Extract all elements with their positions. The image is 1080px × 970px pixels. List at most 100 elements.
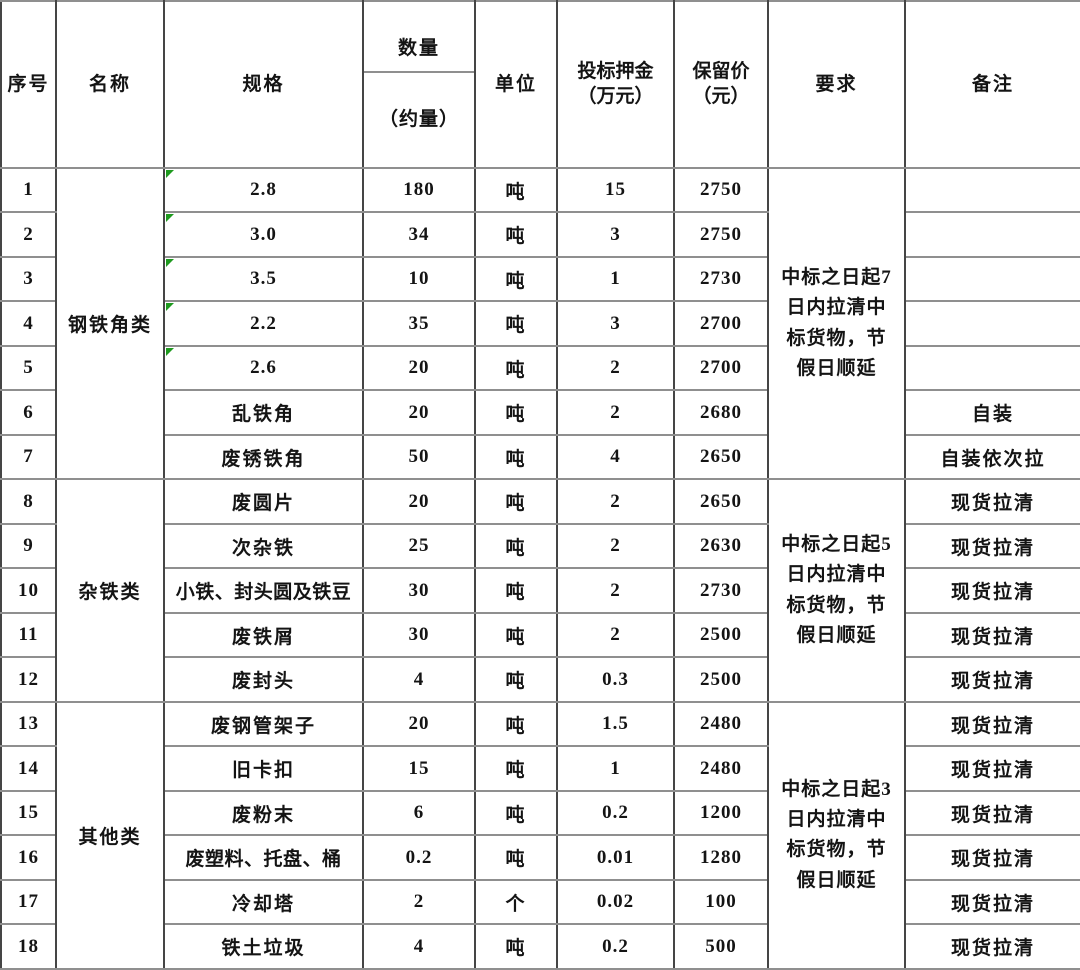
- cell-index: 5: [0, 344, 57, 392]
- comment-marker-icon: [166, 214, 174, 223]
- cell-remark: [904, 300, 1080, 347]
- cell-remark: 现货拉清: [904, 478, 1080, 525]
- cell-category-group1: 钢铁角类: [55, 166, 165, 481]
- cell-unit: 吨: [474, 255, 558, 303]
- cell-remark: 现货拉清: [904, 834, 1080, 881]
- cell-spec: 2.2: [163, 300, 364, 347]
- cell-category-group3: 其他类: [55, 700, 165, 970]
- cell-requirement-group3: 中标之日起3 日内拉清中 标货物，节 假日顺延: [767, 700, 906, 970]
- cell-remark: [904, 255, 1080, 303]
- cell-spec-text: 3.5: [250, 268, 277, 290]
- cell-index: 15: [0, 789, 57, 837]
- cell-unit: 吨: [474, 300, 558, 347]
- cell-requirement-group1: 中标之日起7 日内拉清中 标货物，节 假日顺延: [767, 166, 906, 481]
- cell-quantity: 0.2: [362, 834, 476, 881]
- cell-spec: 旧卡扣: [163, 745, 364, 792]
- cell-spec-text: 2.2: [250, 312, 277, 334]
- table-row: 11 废铁屑 30 吨 2 2500 现货拉清: [0, 611, 1080, 659]
- table-row: 5 2.6 20 吨 2 2700: [0, 344, 1080, 392]
- table-row: 13 其他类 废钢管架子 20 吨 1.5 2480 中标之日起3 日内拉清中 …: [0, 700, 1080, 970]
- header-quantity-bottom: （约量）: [378, 108, 459, 130]
- comment-marker-icon: [166, 303, 174, 312]
- cell-quantity: 2: [362, 878, 476, 926]
- cell-quantity: 35: [362, 300, 476, 347]
- cell-unit: 吨: [474, 745, 558, 792]
- cell-category-group2: 杂铁类: [55, 478, 165, 703]
- cell-price: 2700: [673, 344, 769, 392]
- header-price: 保留价 （元）: [673, 0, 769, 169]
- cell-unit: 吨: [474, 834, 558, 881]
- cell-index: 9: [0, 522, 57, 570]
- table-row: 16 废塑料、托盘、桶 0.2 吨 0.01 1280 现货拉清: [0, 834, 1080, 881]
- cell-quantity: 20: [362, 389, 476, 436]
- table-row: 8 杂铁类 废圆片 20 吨 2 2650 中标之日起5 日内拉清中 标货物，节…: [0, 478, 1080, 703]
- cell-unit: 吨: [474, 611, 558, 659]
- cell-unit: 吨: [474, 389, 558, 436]
- cell-unit: 吨: [474, 478, 558, 525]
- cell-deposit: 1: [556, 255, 675, 303]
- cell-price: 2650: [673, 478, 769, 525]
- cell-price: 2650: [673, 433, 769, 481]
- cell-quantity: 15: [362, 745, 476, 792]
- table-row: 7 废锈铁角 50 吨 4 2650 自装依次拉: [0, 433, 1080, 481]
- cell-unit: 吨: [474, 344, 558, 392]
- cell-spec: 乱铁角: [163, 389, 364, 436]
- cell-spec: 废塑料、托盘、桶: [163, 834, 364, 881]
- cell-remark: [904, 211, 1080, 258]
- cell-deposit: 0.2: [556, 923, 675, 970]
- table-row: 2 3.0 34 吨 3 2750: [0, 211, 1080, 258]
- table-row: 3 3.5 10 吨 1 2730: [0, 255, 1080, 303]
- cell-price: 1280: [673, 834, 769, 881]
- cell-deposit: 15: [556, 166, 675, 214]
- table-row: 10 小铁、封头圆及铁豆 30 吨 2 2730 现货拉清: [0, 567, 1080, 614]
- cell-deposit: 2: [556, 478, 675, 525]
- cell-quantity: 10: [362, 255, 476, 303]
- cell-remark: 自装依次拉: [904, 433, 1080, 481]
- cell-quantity: 6: [362, 789, 476, 837]
- cell-spec: 废圆片: [163, 478, 364, 525]
- cell-price: 2750: [673, 166, 769, 214]
- header-spec: 规格: [163, 0, 364, 169]
- cell-spec: 次杂铁: [163, 522, 364, 570]
- cell-index: 2: [0, 211, 57, 258]
- cell-index: 17: [0, 878, 57, 926]
- cell-deposit: 2: [556, 567, 675, 614]
- cell-quantity: 20: [362, 700, 476, 748]
- cell-deposit: 2: [556, 344, 675, 392]
- cell-unit: 吨: [474, 522, 558, 570]
- cell-unit: 吨: [474, 923, 558, 970]
- header-remark: 备注: [904, 0, 1080, 169]
- comment-marker-icon: [166, 169, 174, 178]
- cell-remark: 现货拉清: [904, 878, 1080, 926]
- cell-price: 2500: [673, 656, 769, 703]
- cell-spec: 小铁、封头圆及铁豆: [163, 567, 364, 614]
- cell-deposit: 2: [556, 522, 675, 570]
- table-row: 9 次杂铁 25 吨 2 2630 现货拉清: [0, 522, 1080, 570]
- cell-index: 14: [0, 745, 57, 792]
- cell-spec: 废铁屑: [163, 611, 364, 659]
- cell-remark: 现货拉清: [904, 700, 1080, 748]
- cell-unit: 个: [474, 878, 558, 926]
- cell-remark: 现货拉清: [904, 745, 1080, 792]
- header-unit: 单位: [474, 0, 558, 169]
- cell-remark: 现货拉清: [904, 656, 1080, 703]
- cell-index: 12: [0, 656, 57, 703]
- cell-quantity: 34: [362, 211, 476, 258]
- header-quantity-top: 数量: [365, 28, 473, 73]
- table-row: 4 2.2 35 吨 3 2700: [0, 300, 1080, 347]
- cell-price: 2630: [673, 522, 769, 570]
- cell-spec: 2.6: [163, 344, 364, 392]
- cell-index: 1: [0, 166, 57, 214]
- cell-spec: 废锈铁角: [163, 433, 364, 481]
- cell-deposit: 0.2: [556, 789, 675, 837]
- cell-index: 8: [0, 478, 57, 525]
- cell-deposit: 2: [556, 389, 675, 436]
- cell-spec: 废粉末: [163, 789, 364, 837]
- cell-deposit: 3: [556, 300, 675, 347]
- cell-index: 10: [0, 567, 57, 614]
- cell-quantity: 30: [362, 611, 476, 659]
- header-name: 名称: [55, 0, 165, 169]
- header-deposit: 投标押金 （万元）: [556, 0, 675, 169]
- header-requirement: 要求: [767, 0, 906, 169]
